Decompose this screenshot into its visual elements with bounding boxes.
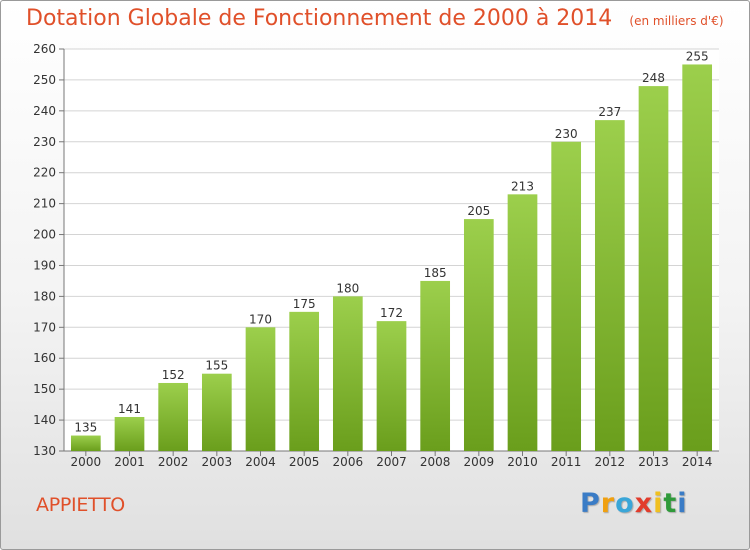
y-tick-label: 260 <box>33 42 56 56</box>
value-label: 180 <box>336 281 359 295</box>
value-label: 172 <box>380 306 403 320</box>
logo-letter: P <box>580 488 601 519</box>
y-tick-label: 210 <box>33 197 56 211</box>
logo-letter: i <box>677 488 688 519</box>
bar-2011 <box>551 141 582 451</box>
bar-2004 <box>245 327 276 451</box>
y-tick-label: 170 <box>33 320 56 334</box>
bar-2001 <box>114 416 145 451</box>
bar-2000 <box>70 435 101 451</box>
x-tick-label: 2014 <box>682 455 713 469</box>
y-tick-label: 140 <box>33 413 56 427</box>
chart-subtitle: (en milliers d'€) <box>629 14 724 28</box>
y-tick-label: 180 <box>33 289 56 303</box>
x-tick-label: 2006 <box>333 455 364 469</box>
chart-title: Dotation Globale de Fonctionnement de 20… <box>26 6 613 31</box>
y-tick-label: 240 <box>33 104 56 118</box>
bar-2006 <box>332 296 363 451</box>
y-tick-label: 130 <box>33 444 56 458</box>
value-label: 135 <box>74 421 97 435</box>
x-tick-label: 2000 <box>71 455 102 469</box>
y-tick-label: 150 <box>33 382 56 396</box>
bar-2009 <box>463 219 494 451</box>
logo-letter: i <box>653 488 664 519</box>
x-tick-label: 2013 <box>638 455 669 469</box>
bar-2007 <box>376 321 407 451</box>
x-tick-label: 2001 <box>114 455 145 469</box>
x-tick-label: 2012 <box>595 455 626 469</box>
y-tick-label: 190 <box>33 258 56 272</box>
bars <box>70 64 713 452</box>
chart-title-block: Dotation Globale de Fonctionnement de 20… <box>26 6 724 31</box>
bar-2003 <box>201 373 232 451</box>
value-label: 248 <box>642 71 665 85</box>
logo-letter: o <box>615 488 635 519</box>
x-tick-label: 2003 <box>202 455 233 469</box>
value-label: 255 <box>686 49 709 63</box>
x-tick-label: 2008 <box>420 455 451 469</box>
bar-2005 <box>289 311 320 451</box>
value-label: 237 <box>598 105 621 119</box>
y-tick-label: 220 <box>33 166 56 180</box>
x-tick-label: 2007 <box>376 455 407 469</box>
commune-name: APPIETTO <box>36 494 125 516</box>
bar-2010 <box>507 194 538 452</box>
y-tick-label: 160 <box>33 351 56 365</box>
bar-2013 <box>638 86 669 451</box>
value-label: 155 <box>205 359 228 373</box>
x-tick-label: 2010 <box>507 455 538 469</box>
labels: 135 141 152 155 170 175 180 172 185 205 213 230 237 2… <box>74 49 708 434</box>
x-tick-label: 2002 <box>158 455 189 469</box>
x-tick-label: 2011 <box>551 455 582 469</box>
logo-letter: t <box>663 488 678 519</box>
y-tick-label: 230 <box>33 135 56 149</box>
value-label: 141 <box>118 402 141 416</box>
x-tick-label: 2005 <box>289 455 320 469</box>
bar-2014 <box>682 64 713 451</box>
logo-letter: r <box>600 488 616 519</box>
value-label: 170 <box>249 312 272 326</box>
proxiti-logo: Proxiti <box>580 488 688 519</box>
value-label: 185 <box>424 266 447 280</box>
y-tick-label: 250 <box>33 73 56 87</box>
value-label: 152 <box>162 368 185 382</box>
y-tick-label: 200 <box>33 228 56 242</box>
value-label: 230 <box>555 127 578 141</box>
x-tick-label: 2004 <box>245 455 276 469</box>
value-label: 213 <box>511 179 534 193</box>
logo-letter: x <box>634 488 654 519</box>
bar-2008 <box>420 280 451 451</box>
x-tick-label: 2009 <box>464 455 495 469</box>
bar-2002 <box>158 382 189 451</box>
bar-2012 <box>594 120 625 451</box>
value-label: 205 <box>467 204 490 218</box>
value-label: 175 <box>293 297 316 311</box>
